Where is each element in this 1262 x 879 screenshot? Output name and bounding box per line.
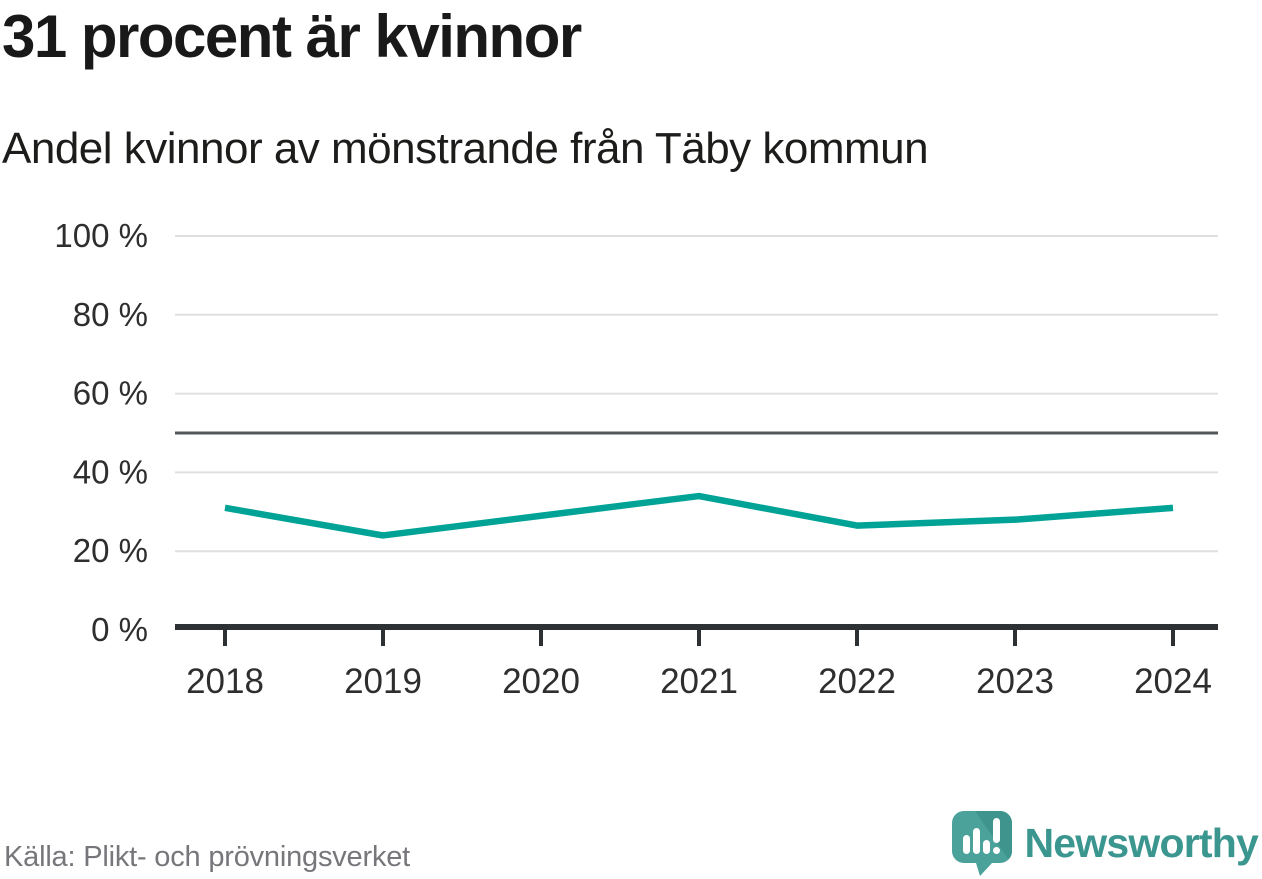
x-tick-label: 2020 (502, 662, 580, 701)
x-tick-label: 2019 (344, 662, 422, 701)
newsworthy-wordmark: Newsworthy (1024, 820, 1259, 866)
newsworthy-logo: Newsworthy (951, 810, 1259, 876)
y-tick-label: 80 % (73, 296, 148, 333)
x-tick-label: 2022 (818, 662, 896, 701)
x-tick-label: 2018 (186, 662, 264, 701)
line-chart: 0 % 20 % 40 % 60 % 80 % 100 % 2018 2019 2020 2021… (54, 217, 1218, 701)
y-tick-label: 60 % (73, 375, 148, 412)
page-subtitle: Andel kvinnor av mönstrande från Täby ko… (2, 124, 929, 173)
y-tick-label: 0 % (91, 611, 148, 648)
x-tick-label: 2023 (976, 662, 1054, 701)
logo-exclamation-dot (992, 847, 1000, 854)
logo-bar-3 (982, 840, 990, 854)
data-line (224, 492, 1174, 539)
x-tick-label: 2021 (660, 662, 738, 701)
newsworthy-logo-icon (951, 811, 1012, 876)
y-tick-label: 40 % (73, 453, 148, 490)
source-text: Källa: Plikt- och prövningsverket (4, 841, 411, 873)
y-tick-label: 20 % (73, 532, 148, 569)
logo-exclamation-bar (992, 818, 1000, 843)
y-tick-label: 100 % (54, 217, 148, 254)
page-title: 31 procent är kvinnor (2, 3, 582, 70)
x-tick-label: 2024 (1134, 662, 1212, 701)
logo-bar-2 (972, 828, 980, 854)
logo-bar-1 (962, 835, 970, 854)
